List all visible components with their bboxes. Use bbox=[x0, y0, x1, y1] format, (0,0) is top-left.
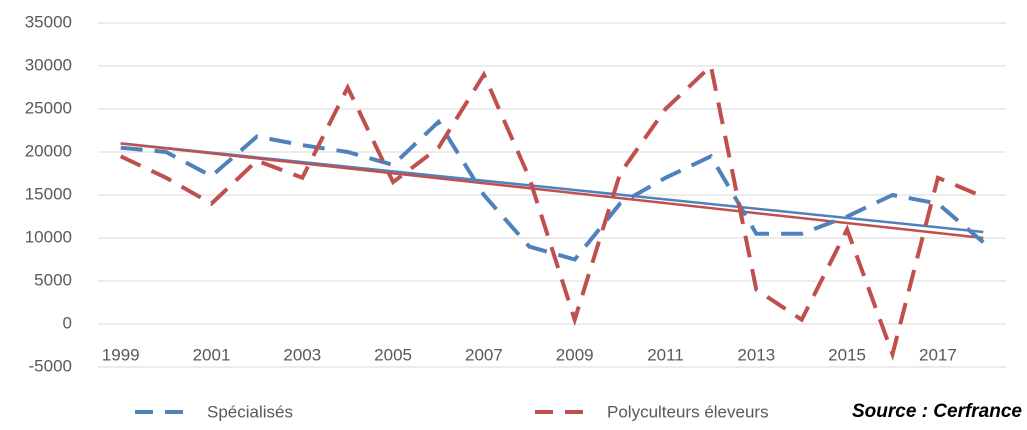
x-tick-label: 1999 bbox=[102, 345, 140, 364]
source: Source : Cerfrance bbox=[852, 401, 1022, 422]
legend-label: Polyculteurs éleveurs bbox=[607, 402, 769, 421]
y-tick-label: 15000 bbox=[25, 184, 72, 203]
y-tick-label: 10000 bbox=[25, 227, 72, 246]
y-tick-label: 0 bbox=[63, 313, 72, 332]
x-tick-label: 2003 bbox=[283, 345, 321, 364]
x-tick-label: 2017 bbox=[919, 345, 957, 364]
legend-label: Spécialisés bbox=[207, 402, 293, 421]
x-tick-label: 2001 bbox=[193, 345, 231, 364]
x-tick-label: 2009 bbox=[556, 345, 594, 364]
x-tick-label: 2013 bbox=[737, 345, 775, 364]
x-tick-label: 2011 bbox=[647, 345, 684, 364]
y-tick-label: 20000 bbox=[25, 141, 72, 160]
y-tick-label: 35000 bbox=[25, 12, 72, 31]
trend-line bbox=[120, 142, 984, 240]
y-tick-label: 25000 bbox=[25, 98, 72, 117]
y-tick-label: 5000 bbox=[34, 270, 72, 289]
x-tick-label: 2007 bbox=[465, 345, 503, 364]
series-line bbox=[119, 62, 985, 361]
y-tick-label: 30000 bbox=[25, 55, 72, 74]
x-tick-label: 2015 bbox=[828, 345, 866, 364]
y-tick-label: -5000 bbox=[29, 356, 72, 375]
x-tick-label: 2005 bbox=[374, 345, 412, 364]
